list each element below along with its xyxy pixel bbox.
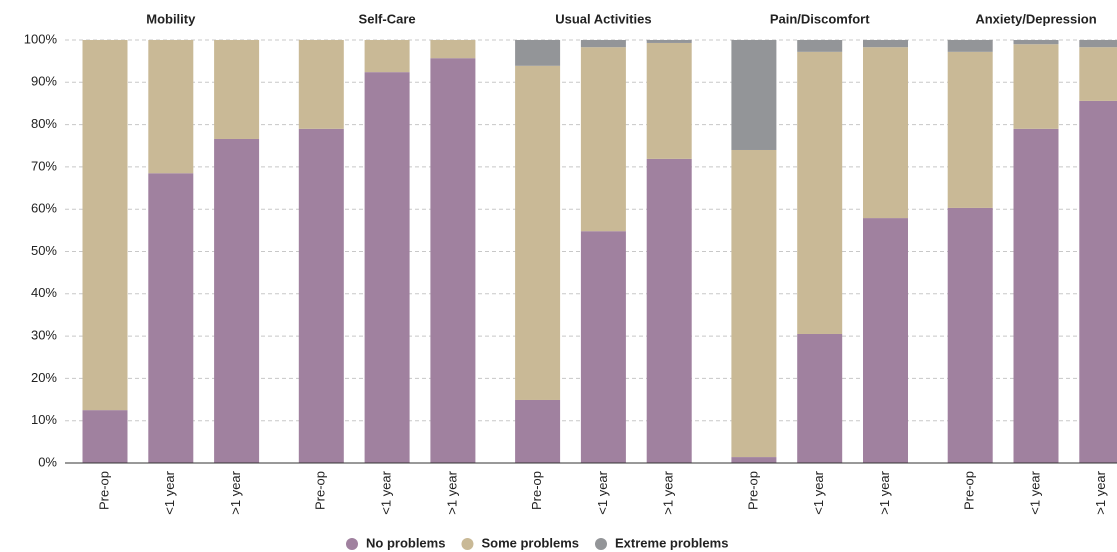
y-tick-label: 90% — [31, 74, 57, 89]
x-tick-label: <1 year — [595, 470, 610, 514]
bar-segment — [863, 218, 908, 463]
bar-segment — [214, 138, 260, 463]
bar-segment — [430, 58, 476, 464]
y-tick-label: 80% — [31, 116, 57, 131]
x-tick-label: >1 year — [1093, 470, 1108, 514]
bar-segment — [797, 51, 843, 334]
bar-segment — [515, 40, 561, 66]
y-tick-label: 70% — [31, 158, 57, 173]
bar-segment — [298, 128, 344, 463]
x-tick-label: Pre-op — [96, 471, 111, 510]
legend-label: Extreme problems — [615, 535, 728, 550]
bar-segment — [148, 40, 194, 174]
bar-segment — [646, 158, 692, 463]
x-tick-label: >1 year — [877, 470, 892, 514]
legend-swatch — [346, 538, 358, 550]
y-tick-label: 40% — [31, 285, 57, 300]
bar-segment — [82, 410, 128, 463]
bar-segment — [298, 40, 344, 129]
x-tick-label: >1 year — [661, 470, 676, 514]
legend-swatch — [461, 538, 474, 550]
bar-segment — [947, 51, 993, 208]
bar-segment — [947, 207, 993, 463]
x-tick-label: <1 year — [379, 470, 394, 514]
bar-segment — [731, 457, 777, 463]
bar-segment — [797, 333, 843, 463]
group-label: Anxiety/Depression — [975, 11, 1096, 26]
group-label: Self-Care — [359, 11, 416, 26]
x-tick-label: Pre-op — [962, 471, 977, 510]
bar-segment — [580, 40, 626, 48]
bar-segment — [148, 173, 194, 463]
bar-segment — [863, 47, 908, 219]
legend-label: No problems — [366, 535, 445, 550]
bar-segment — [947, 40, 993, 52]
group-label: Pain/Discomfort — [770, 11, 870, 26]
bar-segment — [82, 40, 128, 411]
y-tick-label: 60% — [31, 201, 57, 216]
bar-segment — [430, 40, 476, 59]
x-tick-label: Pre-op — [529, 471, 544, 510]
bar-segment — [364, 40, 410, 73]
x-tick-label: >1 year — [444, 470, 459, 514]
x-tick-label: Pre-op — [745, 471, 760, 510]
bar-segment — [863, 40, 908, 48]
y-tick-label: 50% — [31, 243, 57, 258]
bar-segment — [1079, 47, 1117, 101]
x-tick-label: <1 year — [1027, 470, 1042, 514]
legend: No problems Some problems Extreme problems — [346, 535, 728, 550]
y-tick-label: 20% — [31, 370, 57, 385]
bar-segment — [646, 40, 692, 43]
bar-segment — [580, 47, 626, 232]
y-tick-label: 100% — [24, 31, 58, 46]
bar-segment — [731, 149, 777, 458]
bar-segment — [646, 42, 692, 159]
legend-label: Some problems — [481, 535, 579, 550]
y-tick-label: 30% — [31, 328, 57, 343]
group-label: Mobility — [146, 11, 196, 26]
bar-segment — [515, 399, 561, 463]
y-tick-label: 0% — [38, 454, 57, 469]
bar-segment — [797, 40, 843, 52]
x-tick-label: <1 year — [811, 470, 826, 514]
bar-segment — [1079, 40, 1117, 48]
bar-segment — [214, 40, 260, 139]
bar-segment — [364, 72, 410, 463]
x-tick-label: >1 year — [228, 470, 243, 514]
bar-segment — [580, 231, 626, 463]
group-label: Usual Activities — [555, 11, 651, 26]
bar-segment — [1013, 128, 1059, 463]
bar-segment — [1079, 100, 1117, 464]
bar-segment — [1013, 44, 1059, 129]
x-tick-label: <1 year — [162, 470, 177, 514]
bar-segment — [731, 40, 777, 150]
bar-segment — [515, 65, 561, 400]
bar-segment — [1013, 40, 1059, 45]
x-tick-label: Pre-op — [313, 471, 328, 510]
legend-swatch — [595, 538, 607, 550]
y-tick-label: 10% — [31, 412, 57, 427]
